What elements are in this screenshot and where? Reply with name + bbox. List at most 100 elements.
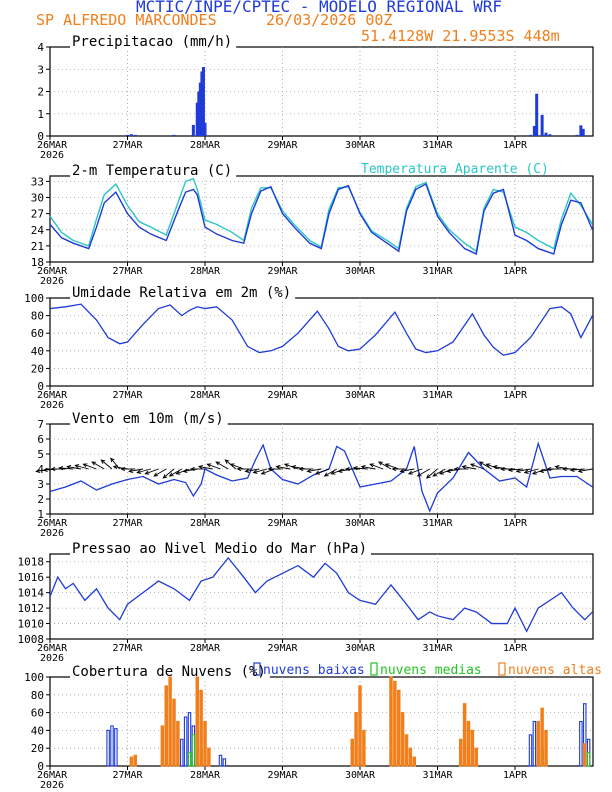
wind-arrow [229,463,244,470]
clouds-title-bg [70,663,270,679]
temp-xtick-label: 28MAR [190,266,221,277]
temp-title-bg [70,162,237,178]
wind-arrow-head [554,465,560,470]
precip-xtick-label: 29MAR [267,140,298,151]
wind-xtick-label: 31MAR [422,518,453,529]
clouds-xtick-label: 31MAR [422,770,453,781]
panel-temp [46,162,594,266]
high-cloud-bar [160,725,165,767]
high-cloud-bar [396,689,401,767]
wind-arrow-shaft [245,468,260,472]
wind-arrow-shaft [479,461,492,470]
wind-arrow-head [499,466,505,472]
press-xtick-label: 27MAR [112,643,143,654]
temp-ytick-label: 21 [31,240,44,253]
wind-arrow [298,466,314,472]
precip-bar [581,128,585,136]
wind-arrow [492,465,508,470]
wind-arrow [561,466,577,472]
wind-arrow-head [461,465,467,470]
wind-arrow [337,468,353,473]
wind-arrow [323,468,337,477]
wind-arrow-head [407,470,413,475]
wind-arrow-head [445,468,451,473]
wind-arrow-head [337,468,343,473]
wind-arrow-shaft [516,468,531,472]
wind-arrow [128,468,144,473]
wind-arrow-head [189,466,195,472]
high-cloud-bar [474,747,478,767]
high-cloud-bar [400,712,405,767]
wind-arrow-head [175,470,181,475]
press-xtick-label: 29MAR [267,643,298,654]
wind-arrow-head [144,470,150,475]
wind-arrow-head [391,466,397,472]
wind-arrow-head [507,467,513,473]
high-cloud-bar [412,756,416,767]
wind-arrow [91,461,105,470]
precip-bar [575,134,579,136]
wind-arrow-shaft [426,468,438,479]
precip-bar [544,132,548,136]
precip-xtick-label: 30MAR [345,140,376,151]
high-cloud-bar [389,676,393,767]
high-cloud-bar [176,720,180,767]
precip-bar [198,82,202,136]
wind-arrow [352,465,368,471]
wind-arrow [377,461,392,470]
clouds-ytick-label: 60 [31,707,44,720]
precip-frame [49,46,594,137]
temp-xtick-label: 1APR [503,266,528,277]
wind-arrow-head [66,465,72,470]
high-cloud-bar [466,720,471,767]
wind-arrow [162,468,175,479]
wind-arrow-shaft [59,467,74,470]
precip-xtick-label: 27MAR [112,140,143,151]
wind-arrow [384,463,399,470]
rh-ytick-label: 100 [24,292,44,305]
clouds-ytick-label: 80 [31,689,44,702]
clouds-xtick-label: 30MAR [345,770,376,781]
wind-arrow-shaft [75,464,89,470]
wind-arrow-shaft [462,466,477,470]
press-year-label: 2026 [40,653,64,664]
wind-arrow [267,466,283,472]
clouds-xtick-label: 1APR [503,770,528,781]
wind-arrow-head [360,465,366,470]
wind-arrow-head [136,469,142,474]
precip-xtick-label: 28MAR [190,140,221,151]
press-ytick-label: 1012 [18,602,45,615]
wind-arrow-head [384,463,390,468]
wind-ytick-label: 4 [37,463,44,476]
press-xtick-label: 30MAR [345,643,376,654]
wind-arrow-head [306,468,312,473]
wind-arrow [515,468,531,473]
precip-bar [548,134,552,136]
wind-arrow-shaft [100,459,113,470]
low-cloud-bar [579,720,583,767]
wind-arrow-head [492,465,498,470]
wind-arrow-head [74,464,80,469]
wind-arrow-shaft [470,463,485,470]
high-cloud-bar [129,756,134,767]
rh-title-bg [70,284,296,300]
clouds-legend-swatch [253,662,261,676]
wind-arrow-head [546,466,552,472]
wind-arrow [74,464,89,470]
station-name: SP ALFREDO MARCONDES [36,11,217,29]
wind-arrow-shaft [198,466,213,470]
wind-arrow-shaft [524,468,539,474]
wind-arrow-head [215,461,221,466]
wind-arrow [153,468,167,477]
high-cloud-bar [168,676,172,767]
high-cloud-bar [195,676,200,767]
wind-arrow [136,468,151,474]
wind-arrow [569,467,585,473]
wind-arrow [369,463,384,470]
wind-arrow-head [569,467,575,473]
high-cloud-bar [354,712,358,767]
temp-legend: Temperatura Aparente (C) [361,162,549,177]
wind-arrow-shaft [137,468,151,474]
precip-bar [172,134,176,136]
wind-arrow [112,465,128,470]
